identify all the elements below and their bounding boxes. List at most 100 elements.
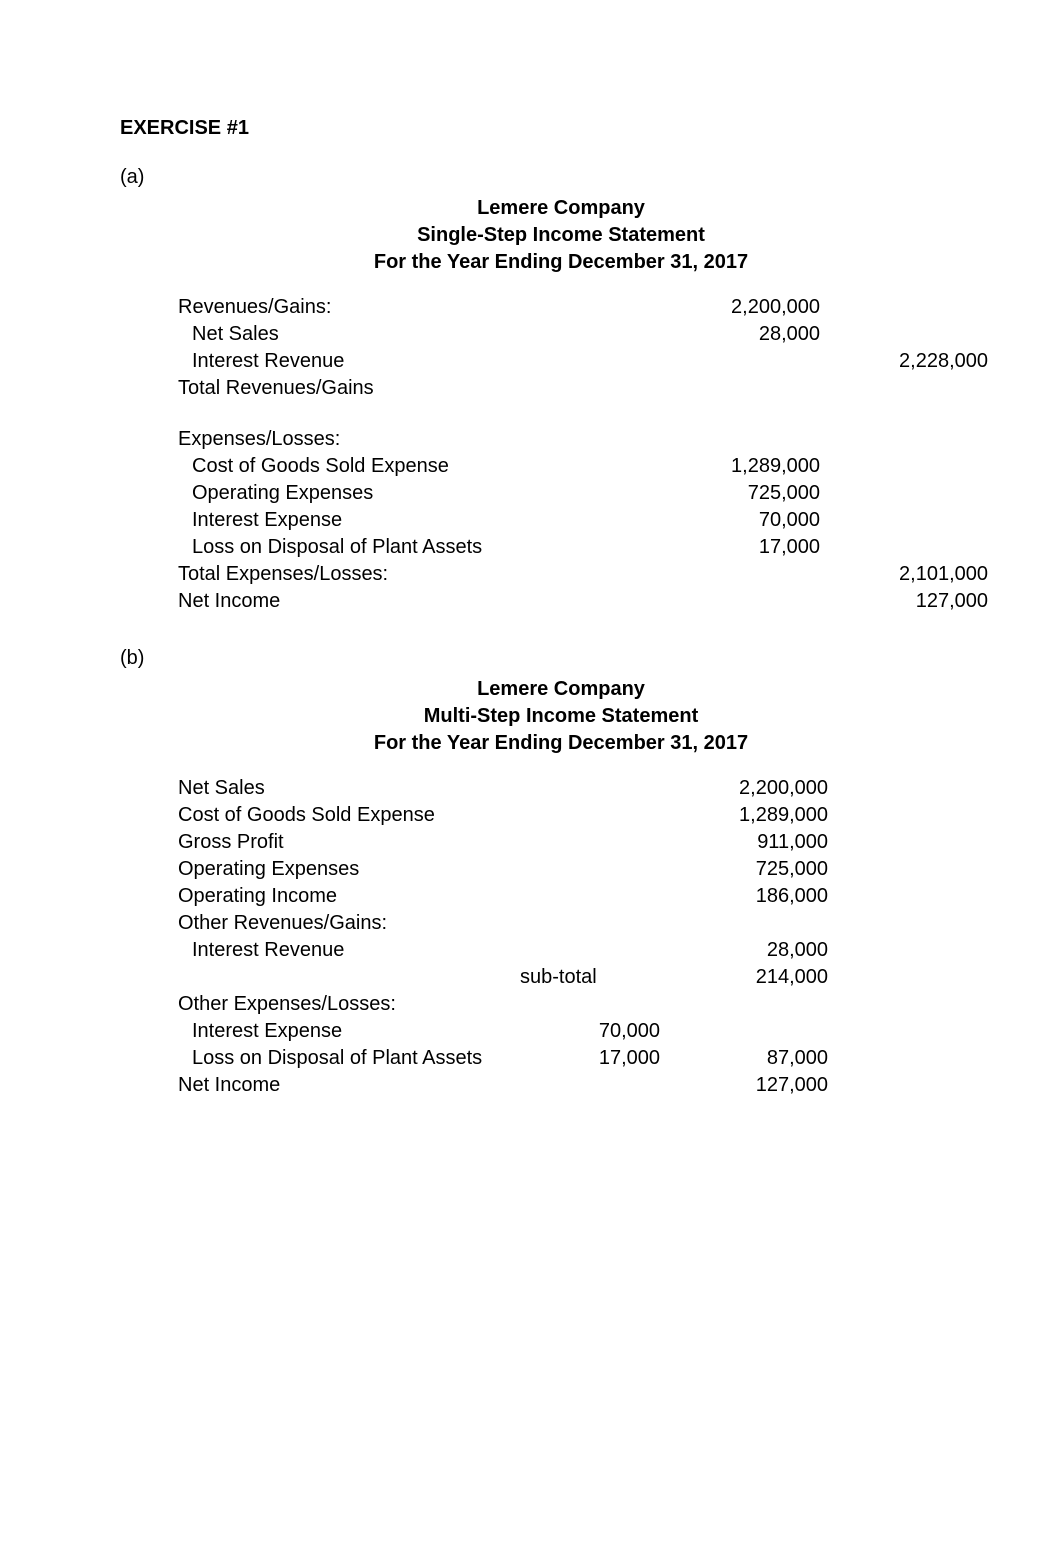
other-rev-heading: Other Revenues/Gains:	[178, 910, 520, 937]
gross-profit-label-b: Gross Profit	[178, 829, 520, 856]
empty-cell	[828, 426, 988, 453]
empty-cell	[828, 507, 988, 534]
total-revenues-label-a: Total Revenues/Gains	[178, 375, 680, 402]
empty-cell	[828, 534, 988, 561]
other-exp-heading: Other Expenses/Losses:	[178, 991, 520, 1018]
intexp-value-a: 70,000	[680, 507, 828, 534]
int-rev-value-b: 28,000	[668, 937, 828, 964]
int-exp-label-b: Interest Expense	[178, 1018, 520, 1045]
part-a-label: (a)	[120, 164, 942, 191]
empty-cell	[520, 1072, 668, 1099]
net-income-row-a: Net Income 127,000	[178, 588, 988, 615]
opex-label-a: Operating Expenses	[178, 480, 680, 507]
empty-cell	[828, 321, 988, 348]
subtotal-value-b: 214,000	[668, 964, 828, 991]
net-sales-label-b: Net Sales	[178, 775, 520, 802]
loss-row-b: Loss on Disposal of Plant Assets 17,000 …	[178, 1045, 828, 1072]
cogs-row-b: Cost of Goods Sold Expense 1,289,000	[178, 802, 828, 829]
empty-cell	[520, 829, 668, 856]
net-sales-value-b: 2,200,000	[668, 775, 828, 802]
empty-cell	[520, 802, 668, 829]
total-exp-value-a: 2,101,000	[828, 561, 988, 588]
gross-profit-row-b: Gross Profit 911,000	[178, 829, 828, 856]
intexp-row-a: Interest Expense 70,000	[178, 507, 988, 534]
empty-cell	[520, 883, 668, 910]
total-exp-label-a: Total Expenses/Losses:	[178, 561, 680, 588]
statement-a-body: Revenues/Gains: 2,200,000 Net Sales 28,0…	[178, 294, 988, 615]
opex-row-b: Operating Expenses 725,000	[178, 856, 828, 883]
revenues-heading: Revenues/Gains:	[178, 294, 680, 321]
op-income-value-b: 186,000	[668, 883, 828, 910]
empty-cell	[680, 588, 828, 615]
exercise-heading: EXERCISE #1	[120, 115, 942, 142]
empty-cell	[828, 453, 988, 480]
opex-value-b: 725,000	[668, 856, 828, 883]
empty-cell	[520, 856, 668, 883]
loss-label-a: Loss on Disposal of Plant Assets	[178, 534, 680, 561]
empty-cell	[828, 375, 988, 402]
opex-label-b: Operating Expenses	[178, 856, 520, 883]
int-exp-value-b: 70,000	[520, 1018, 668, 1045]
empty-cell	[520, 775, 668, 802]
part-b-label: (b)	[120, 645, 942, 672]
interest-revenue-value-a: 28,000	[680, 321, 828, 348]
gross-profit-value-b: 911,000	[668, 829, 828, 856]
op-income-label-b: Operating Income	[178, 883, 520, 910]
loss-label-b: Loss on Disposal of Plant Assets	[178, 1045, 520, 1072]
statement-title-b: Multi-Step Income Statement	[180, 703, 942, 730]
empty-cell	[680, 375, 828, 402]
net-income-label-a: Net Income	[178, 588, 680, 615]
opex-value-a: 725,000	[680, 480, 828, 507]
empty-cell	[520, 991, 668, 1018]
company-name-b: Lemere Company	[180, 676, 942, 703]
empty-cell	[680, 348, 828, 375]
net-sales-value-a: 2,200,000	[680, 294, 828, 321]
cogs-row-a: Cost of Goods Sold Expense 1,289,000	[178, 453, 988, 480]
net-sales-row-b: Net Sales 2,200,000	[178, 775, 828, 802]
loss-right-value-b: 87,000	[668, 1045, 828, 1072]
other-exp-heading-row: Other Expenses/Losses:	[178, 991, 828, 1018]
net-income-value-b: 127,000	[668, 1072, 828, 1099]
net-income-label-b: Net Income	[178, 1072, 520, 1099]
company-name-a: Lemere Company	[180, 195, 942, 222]
expenses-heading-row: Expenses/Losses:	[178, 426, 988, 453]
empty-cell	[520, 937, 668, 964]
statement-period-a: For the Year Ending December 31, 2017	[180, 249, 942, 276]
cogs-value-a: 1,289,000	[680, 453, 828, 480]
subtotal-label-b: sub-total	[520, 964, 668, 991]
cogs-label-a: Cost of Goods Sold Expense	[178, 453, 680, 480]
other-rev-heading-row: Other Revenues/Gains:	[178, 910, 828, 937]
total-revenues-value-a: 2,228,000	[828, 348, 988, 375]
interest-revenue-row-a: Interest Revenue 2,228,000	[178, 348, 988, 375]
empty-cell	[668, 910, 828, 937]
cogs-value-b: 1,289,000	[668, 802, 828, 829]
op-income-row-b: Operating Income 186,000	[178, 883, 828, 910]
empty-cell	[668, 1018, 828, 1045]
empty-cell	[828, 480, 988, 507]
empty-cell	[680, 561, 828, 588]
intexp-label-a: Interest Expense	[178, 507, 680, 534]
loss-row-a: Loss on Disposal of Plant Assets 17,000	[178, 534, 988, 561]
statement-a-header: Lemere Company Single-Step Income Statem…	[180, 195, 942, 276]
cogs-label-b: Cost of Goods Sold Expense	[178, 802, 520, 829]
empty-cell	[520, 910, 668, 937]
opex-row-a: Operating Expenses 725,000	[178, 480, 988, 507]
statement-title-a: Single-Step Income Statement	[180, 222, 942, 249]
statement-b-body: Net Sales 2,200,000 Cost of Goods Sold E…	[178, 775, 828, 1099]
loss-mid-value-b: 17,000	[520, 1045, 668, 1072]
int-exp-row-b: Interest Expense 70,000	[178, 1018, 828, 1045]
empty-cell	[828, 294, 988, 321]
net-income-value-a: 127,000	[828, 588, 988, 615]
empty-cell	[668, 991, 828, 1018]
int-rev-row-b: Interest Revenue 28,000	[178, 937, 828, 964]
empty-cell	[680, 426, 828, 453]
page: EXERCISE #1 (a) Lemere Company Single-St…	[0, 0, 1062, 1556]
net-sales-label-a: Net Sales	[178, 321, 680, 348]
revenues-heading-row: Revenues/Gains: 2,200,000	[178, 294, 988, 321]
total-revenues-row-a: Total Revenues/Gains	[178, 375, 988, 402]
int-rev-label-b: Interest Revenue	[178, 937, 520, 964]
total-exp-row-a: Total Expenses/Losses: 2,101,000	[178, 561, 988, 588]
interest-revenue-label-a: Interest Revenue	[178, 348, 680, 375]
net-sales-row-a: Net Sales 28,000	[178, 321, 988, 348]
expenses-heading: Expenses/Losses:	[178, 426, 680, 453]
